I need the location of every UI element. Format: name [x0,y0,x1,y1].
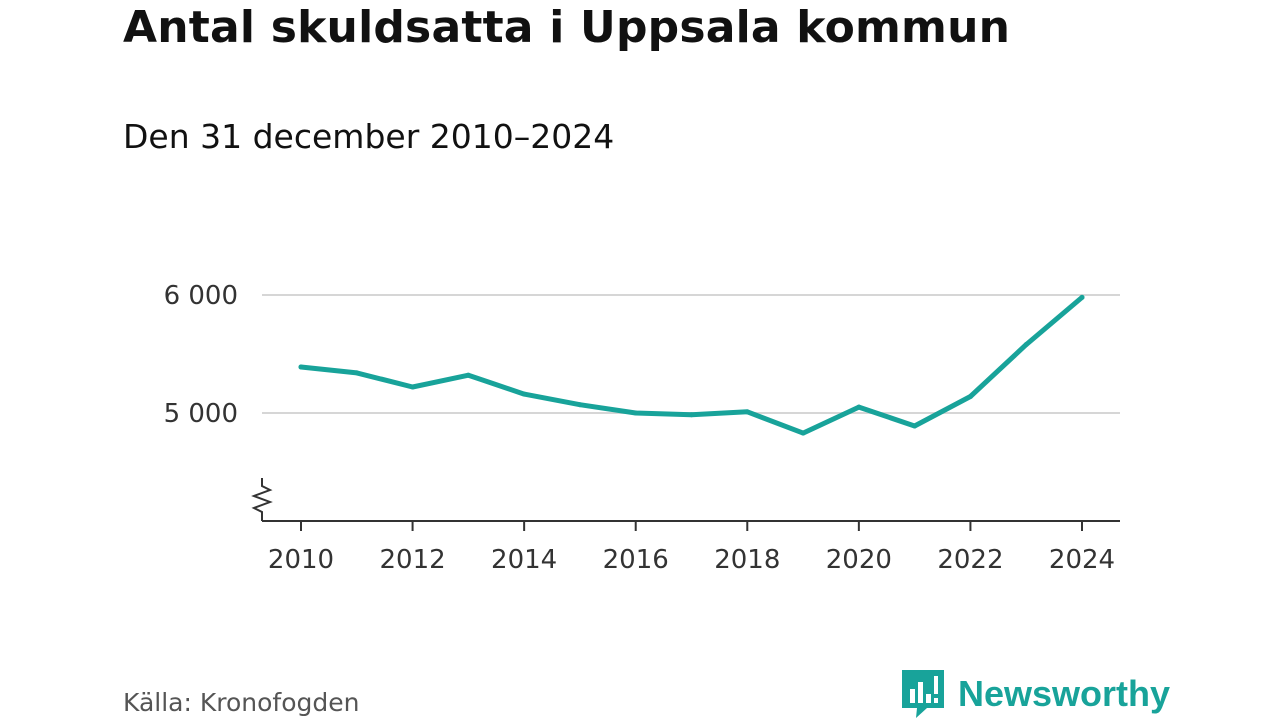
data-point [465,372,471,378]
x-axis-ticks: 2010 2012 2014 2016 2018 2020 2022 2024 [268,521,1115,575]
x-tick-label: 2010 [268,545,334,575]
data-point [1023,342,1029,348]
newsworthy-logo-icon [902,670,944,718]
series-group [298,294,1085,436]
axis-break-icon [251,478,273,521]
source-note: Källa: Kronofogden [123,688,360,717]
x-tick-label: 2022 [937,545,1003,575]
data-point [912,423,918,429]
brand: Newsworthy [902,670,1170,718]
y-axis-labels: 5 000 6 000 [164,281,238,429]
y-tick-label: 5 000 [164,399,238,429]
data-point [354,370,360,376]
data-point [1079,294,1085,300]
data-point [410,384,416,390]
chart-subtitle: Den 31 december 2010–2024 [123,117,615,156]
data-point [689,412,694,418]
data-point [577,402,583,408]
data-point [744,409,750,415]
x-tick-label: 2024 [1049,545,1115,575]
data-point [298,364,304,370]
x-tick-label: 2020 [826,545,892,575]
gridlines [262,294,1120,414]
data-point [856,404,862,410]
x-tick-label: 2016 [603,545,669,575]
data-point [633,410,639,416]
y-tick-label: 6 000 [164,281,238,311]
data-point [521,391,527,397]
brand-name: Newsworthy [958,673,1171,714]
data-point [800,430,806,436]
data-point [967,393,973,399]
x-tick-label: 2018 [714,545,780,575]
x-tick-label: 2012 [379,545,445,575]
chart-title: Antal skuldsatta i Uppsala kommun [123,2,1011,53]
x-tick-label: 2014 [491,545,557,575]
